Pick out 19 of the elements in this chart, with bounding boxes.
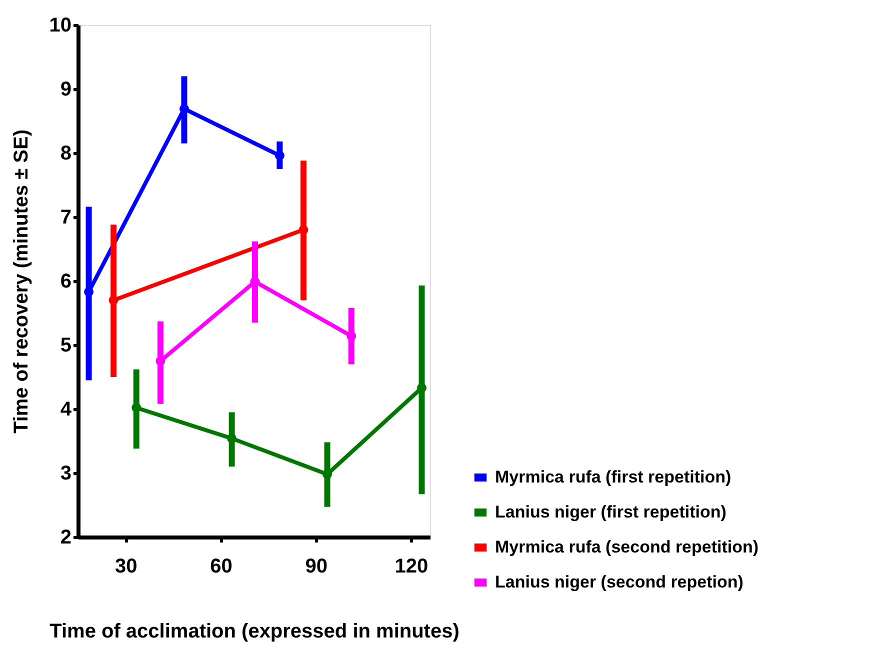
x-tick-label: 120 [394,556,428,578]
y-tick-label: 7 [60,206,72,228]
legend-label: Myrmica rufa (second repetition) [495,538,759,556]
y-tick-label: 9 [60,78,72,100]
y-tick-label: 6 [60,270,72,292]
y-tick-label: 10 [49,14,72,36]
x-tick-label: 60 [210,556,232,578]
y-tick-label: 5 [60,334,72,356]
y-tick-label: 4 [60,398,72,420]
y-tick-label: 8 [60,142,72,164]
x-tick-label: 30 [114,556,138,578]
y-axis-title: Time of recovery (minutes ± SE) [10,129,32,434]
x-tick-label: 90 [305,556,328,578]
x-axis-title: Time of acclimation (expressed in minutes) [50,620,460,642]
legend-label: Lanius niger (second repetion) [495,572,744,592]
legend-label: Lanius niger (first repetition) [495,502,726,522]
y-tick-label: 2 [60,526,72,548]
legend-label: Myrmica rufa (first repetition) [495,468,732,486]
y-tick-label: 3 [60,462,72,484]
